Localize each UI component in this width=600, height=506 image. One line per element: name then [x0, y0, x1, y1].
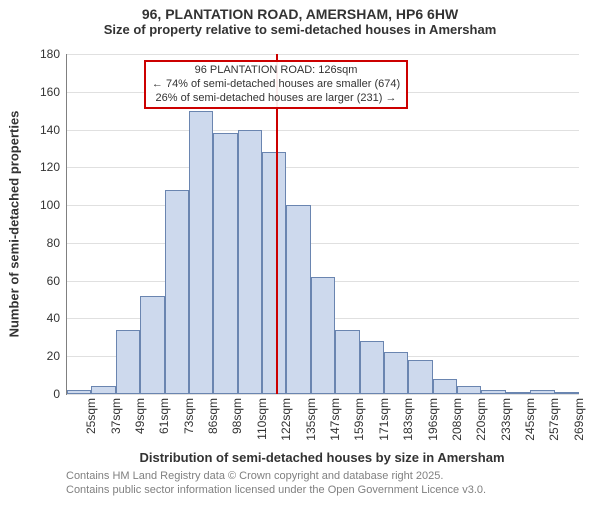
histogram-bar [116, 330, 140, 394]
ytick-label: 0 [30, 387, 60, 401]
histogram-bar [262, 152, 286, 394]
histogram-bar [481, 390, 505, 394]
xtick-label: 159sqm [352, 398, 366, 458]
histogram-bar [457, 386, 481, 394]
ytick-label: 40 [30, 311, 60, 325]
histogram-bar [67, 390, 91, 394]
gridline [67, 130, 579, 131]
ytick-label: 80 [30, 236, 60, 250]
y-axis-label: Number of semi-detached properties [7, 111, 22, 338]
ytick-label: 120 [30, 160, 60, 174]
xtick-label: 61sqm [157, 398, 171, 458]
histogram-bar [140, 296, 164, 394]
xtick-label: 135sqm [304, 398, 318, 458]
gridline [67, 394, 579, 395]
histogram-bar [530, 390, 554, 394]
chart-subtitle: Size of property relative to semi-detach… [0, 22, 600, 37]
xtick-label: 37sqm [109, 398, 123, 458]
histogram-bar [189, 111, 213, 394]
gridline [67, 167, 579, 168]
xtick-label: 196sqm [426, 398, 440, 458]
histogram-bar [91, 386, 115, 394]
xtick-label: 73sqm [182, 398, 196, 458]
xtick-label: 110sqm [255, 398, 269, 458]
ytick-label: 180 [30, 47, 60, 61]
chart-title: 96, PLANTATION ROAD, AMERSHAM, HP6 6HW [0, 6, 600, 22]
histogram-bar [165, 190, 189, 394]
plot-area: 96 PLANTATION ROAD: 126sqm← 74% of semi-… [66, 54, 579, 395]
ytick-label: 20 [30, 349, 60, 363]
annotation-line: ← 74% of semi-detached houses are smalle… [152, 78, 400, 92]
gridline [67, 54, 579, 55]
xtick-label: 220sqm [474, 398, 488, 458]
xtick-label: 257sqm [547, 398, 561, 458]
xtick-label: 122sqm [279, 398, 293, 458]
ytick-label: 160 [30, 85, 60, 99]
histogram-bar [408, 360, 432, 394]
ytick-label: 60 [30, 274, 60, 288]
xtick-label: 98sqm [230, 398, 244, 458]
histogram-bar [360, 341, 384, 394]
xtick-label: 183sqm [401, 398, 415, 458]
histogram-bar [384, 352, 408, 394]
ytick-label: 100 [30, 198, 60, 212]
xtick-label: 25sqm [84, 398, 98, 458]
histogram-bar [213, 133, 237, 394]
xtick-label: 245sqm [523, 398, 537, 458]
xtick-label: 269sqm [572, 398, 586, 458]
footer-line-2: Contains public sector information licen… [66, 484, 486, 496]
xtick-label: 86sqm [206, 398, 220, 458]
histogram-bar [311, 277, 335, 394]
histogram-bar [433, 379, 457, 394]
footer-line-1: Contains HM Land Registry data © Crown c… [66, 470, 443, 482]
xtick-label: 49sqm [133, 398, 147, 458]
xtick-label: 171sqm [377, 398, 391, 458]
marker-annotation: 96 PLANTATION ROAD: 126sqm← 74% of semi-… [144, 60, 408, 109]
gridline [67, 243, 579, 244]
xtick-label: 147sqm [328, 398, 342, 458]
ytick-label: 140 [30, 123, 60, 137]
histogram-bar [506, 392, 530, 394]
histogram-bar [286, 205, 310, 394]
x-axis-label: Distribution of semi-detached houses by … [66, 450, 578, 465]
histogram-bar [238, 130, 262, 394]
xtick-label: 233sqm [499, 398, 513, 458]
xtick-label: 208sqm [450, 398, 464, 458]
histogram-bar [335, 330, 359, 394]
histogram-bar [555, 392, 579, 394]
annotation-line: 26% of semi-detached houses are larger (… [152, 92, 400, 106]
annotation-line: 96 PLANTATION ROAD: 126sqm [152, 64, 400, 78]
gridline [67, 205, 579, 206]
